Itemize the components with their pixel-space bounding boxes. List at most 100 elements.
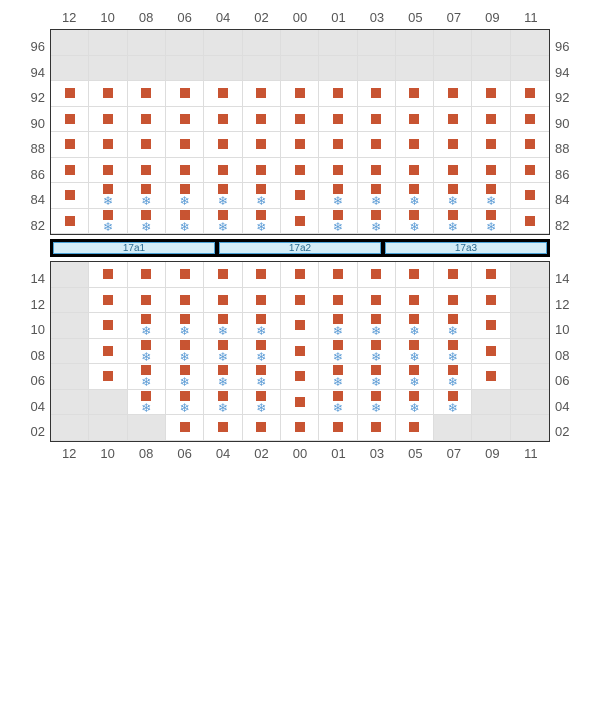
seat-cell[interactable] — [51, 209, 88, 235]
seat-cell[interactable] — [281, 288, 318, 314]
seat-cell[interactable]: ❄ — [472, 209, 509, 235]
seat-cell[interactable] — [204, 132, 241, 158]
seat-cell[interactable] — [319, 132, 356, 158]
seat-cell[interactable]: ❄ — [89, 183, 126, 209]
seat-cell[interactable] — [204, 81, 241, 107]
seat-cell[interactable] — [396, 81, 433, 107]
seat-cell[interactable]: ❄ — [204, 313, 241, 339]
seat-cell[interactable]: ❄ — [204, 364, 241, 390]
seat-cell[interactable] — [51, 81, 88, 107]
seat-cell[interactable]: ❄ — [434, 183, 471, 209]
seat-cell[interactable] — [166, 107, 203, 133]
seat-cell[interactable] — [396, 262, 433, 288]
seat-cell[interactable] — [472, 313, 509, 339]
seat-cell[interactable] — [204, 415, 241, 441]
seat-cell[interactable]: ❄ — [166, 209, 203, 235]
seat-cell[interactable] — [166, 132, 203, 158]
seat-cell[interactable] — [319, 107, 356, 133]
seat-cell[interactable]: ❄ — [128, 313, 165, 339]
seat-cell[interactable] — [281, 81, 318, 107]
seat-cell[interactable]: ❄ — [128, 364, 165, 390]
seat-cell[interactable] — [472, 107, 509, 133]
seat-cell[interactable] — [434, 132, 471, 158]
seat-cell[interactable]: ❄ — [128, 390, 165, 416]
seat-cell[interactable]: ❄ — [166, 183, 203, 209]
seat-cell[interactable] — [319, 415, 356, 441]
seat-cell[interactable]: ❄ — [166, 313, 203, 339]
seat-cell[interactable]: ❄ — [396, 313, 433, 339]
seat-cell[interactable] — [396, 132, 433, 158]
seat-cell[interactable]: ❄ — [243, 183, 280, 209]
seat-cell[interactable] — [511, 158, 549, 184]
seat-cell[interactable] — [166, 81, 203, 107]
seat-cell[interactable] — [511, 81, 549, 107]
seat-cell[interactable] — [472, 288, 509, 314]
seat-cell[interactable] — [511, 183, 549, 209]
seat-cell[interactable] — [204, 107, 241, 133]
seat-cell[interactable] — [511, 132, 549, 158]
seat-cell[interactable] — [281, 183, 318, 209]
seat-cell[interactable]: ❄ — [89, 209, 126, 235]
seat-cell[interactable]: ❄ — [396, 390, 433, 416]
seat-cell[interactable] — [511, 209, 549, 235]
seat-cell[interactable] — [434, 158, 471, 184]
group-segment[interactable]: 17a2 — [219, 242, 381, 254]
seat-cell[interactable]: ❄ — [204, 390, 241, 416]
seat-cell[interactable] — [128, 262, 165, 288]
seat-cell[interactable] — [358, 288, 395, 314]
seat-cell[interactable]: ❄ — [243, 313, 280, 339]
seat-cell[interactable] — [51, 158, 88, 184]
seat-cell[interactable] — [358, 158, 395, 184]
seat-cell[interactable] — [166, 262, 203, 288]
seat-cell[interactable] — [358, 81, 395, 107]
seat-cell[interactable] — [358, 262, 395, 288]
seat-cell[interactable] — [89, 364, 126, 390]
seat-cell[interactable]: ❄ — [128, 183, 165, 209]
seat-cell[interactable]: ❄ — [319, 339, 356, 365]
seat-cell[interactable] — [89, 107, 126, 133]
seat-cell[interactable] — [281, 339, 318, 365]
seat-cell[interactable] — [472, 262, 509, 288]
seat-cell[interactable]: ❄ — [243, 209, 280, 235]
seat-cell[interactable]: ❄ — [319, 364, 356, 390]
seat-cell[interactable] — [166, 415, 203, 441]
seat-cell[interactable] — [319, 81, 356, 107]
seat-cell[interactable] — [204, 158, 241, 184]
seat-cell[interactable]: ❄ — [204, 209, 241, 235]
seat-cell[interactable] — [396, 158, 433, 184]
seat-cell[interactable] — [243, 107, 280, 133]
seat-cell[interactable] — [281, 364, 318, 390]
seat-cell[interactable] — [128, 132, 165, 158]
group-segment[interactable]: 17a3 — [385, 242, 547, 254]
seat-cell[interactable] — [89, 81, 126, 107]
seat-cell[interactable]: ❄ — [243, 364, 280, 390]
seat-cell[interactable] — [281, 390, 318, 416]
seat-cell[interactable] — [204, 262, 241, 288]
seat-cell[interactable] — [204, 288, 241, 314]
seat-cell[interactable] — [281, 209, 318, 235]
seat-cell[interactable]: ❄ — [358, 209, 395, 235]
seat-cell[interactable] — [89, 132, 126, 158]
seat-cell[interactable]: ❄ — [434, 209, 471, 235]
seat-cell[interactable] — [472, 81, 509, 107]
seat-cell[interactable]: ❄ — [319, 313, 356, 339]
seat-cell[interactable]: ❄ — [166, 364, 203, 390]
seat-cell[interactable] — [434, 288, 471, 314]
group-segment[interactable]: 17a1 — [53, 242, 215, 254]
seat-cell[interactable]: ❄ — [472, 183, 509, 209]
seat-cell[interactable] — [89, 158, 126, 184]
seat-cell[interactable] — [358, 132, 395, 158]
seat-cell[interactable] — [166, 288, 203, 314]
seat-cell[interactable] — [358, 415, 395, 441]
seat-cell[interactable]: ❄ — [319, 390, 356, 416]
seat-cell[interactable] — [472, 158, 509, 184]
seat-cell[interactable] — [243, 158, 280, 184]
seat-cell[interactable] — [243, 132, 280, 158]
seat-cell[interactable]: ❄ — [434, 364, 471, 390]
seat-cell[interactable]: ❄ — [204, 183, 241, 209]
seat-cell[interactable]: ❄ — [128, 209, 165, 235]
seat-cell[interactable] — [396, 288, 433, 314]
seat-cell[interactable]: ❄ — [434, 339, 471, 365]
seat-cell[interactable] — [89, 262, 126, 288]
seat-cell[interactable] — [434, 81, 471, 107]
